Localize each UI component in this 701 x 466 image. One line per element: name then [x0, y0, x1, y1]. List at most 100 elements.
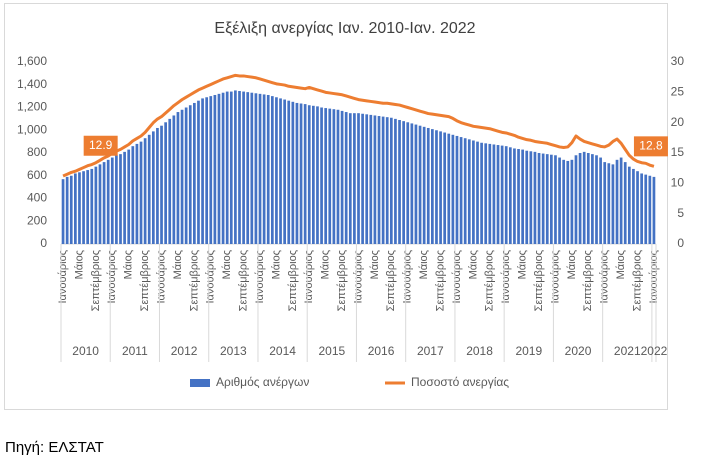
bar — [480, 142, 483, 244]
bar — [463, 138, 467, 244]
x-tick-label: Μάιος — [73, 250, 85, 279]
source: Πηγή: ΕΛΣΤΑΤ — [5, 439, 104, 456]
bar — [78, 172, 81, 244]
bar — [435, 130, 438, 244]
bar — [582, 151, 586, 244]
bar — [176, 112, 180, 244]
bar — [422, 126, 426, 244]
bar — [180, 109, 184, 245]
bar — [533, 151, 537, 244]
x-tick-label: Ιανουάριος — [648, 250, 660, 304]
x-tick-label: Μάιος — [418, 250, 430, 279]
y2-tick-label: 5 — [677, 206, 684, 220]
data-label-box — [83, 135, 118, 156]
x-tick-label: Σεπτέμβριος — [582, 250, 594, 311]
x-tick-label: Σεπτέμβριος — [90, 250, 102, 311]
x-tick-label: Μάιος — [172, 250, 184, 279]
bar — [160, 125, 163, 244]
y-tick-label: 800 — [27, 145, 47, 159]
bar — [324, 108, 328, 244]
bar — [295, 102, 299, 244]
bar — [143, 138, 147, 244]
bar — [82, 171, 85, 244]
year-label: 2012 — [171, 344, 198, 358]
bar — [86, 170, 90, 244]
bar — [250, 92, 254, 245]
x-tick-label: Μάιος — [615, 250, 627, 279]
bar — [357, 113, 360, 244]
bar — [164, 122, 167, 244]
bar — [201, 98, 204, 245]
bar — [484, 143, 488, 244]
year-label: 2010 — [72, 344, 99, 358]
x-tick-label: Ιανουάριος — [402, 250, 414, 304]
bar — [184, 107, 188, 244]
bar — [508, 147, 512, 244]
year-label: 2022 — [641, 344, 668, 358]
x-tick-label: Σεπτέμβριος — [631, 250, 643, 311]
bar — [385, 117, 389, 244]
x-tick-label: Σεπτέμβριος — [385, 250, 397, 311]
x-tick-label: Μάιος — [566, 250, 578, 279]
x-tick-label: Ιανουάριος — [155, 250, 167, 304]
bar — [603, 162, 607, 244]
year-label: 2020 — [565, 344, 592, 358]
bar — [525, 150, 529, 244]
bar — [209, 96, 213, 244]
bar — [291, 101, 295, 244]
bar — [554, 155, 557, 244]
x-tick-label: Ιανουάριος — [205, 250, 217, 304]
bar — [443, 132, 447, 244]
bar — [197, 100, 200, 244]
y2-tick-label: 25 — [671, 85, 685, 99]
y-tick-label: 1,000 — [17, 122, 47, 136]
bar — [270, 96, 274, 244]
bar — [353, 113, 356, 244]
bar — [373, 115, 377, 245]
y-tick-label: 0 — [40, 236, 47, 250]
bar — [332, 109, 336, 244]
x-tick-label: Ιανουάριος — [303, 250, 315, 304]
year-label: 2018 — [466, 344, 493, 358]
bar — [652, 176, 656, 244]
bar — [299, 103, 303, 244]
bar — [521, 149, 524, 244]
bar — [570, 159, 574, 244]
bar — [205, 97, 209, 244]
bar — [640, 173, 643, 244]
y-tick-label: 1,600 — [17, 54, 47, 68]
bar — [344, 112, 348, 244]
bar — [258, 93, 262, 244]
bar — [377, 116, 381, 244]
bar — [262, 94, 266, 244]
y2-tick-label: 15 — [671, 145, 685, 159]
bar — [365, 114, 369, 244]
y2-tick-label: 20 — [671, 115, 685, 129]
x-tick-label: Ιανουάριος — [106, 250, 118, 304]
bar — [340, 110, 344, 244]
x-tick-label: Σεπτέμβριος — [238, 250, 250, 311]
bar — [439, 131, 442, 244]
data-label: 12.9 — [89, 138, 113, 152]
data-label-box — [633, 136, 668, 157]
x-tick-label: Σεπτέμβριος — [139, 250, 151, 311]
bar — [406, 122, 410, 244]
y-tick-label: 400 — [27, 191, 47, 205]
bar — [94, 166, 98, 244]
bar — [283, 99, 286, 244]
bar — [389, 117, 393, 244]
bar — [467, 139, 471, 244]
year-label: 2015 — [318, 344, 345, 358]
x-tick-label: Σεπτέμβριος — [533, 250, 545, 311]
x-tick-label: Ιανουάριος — [549, 250, 561, 304]
bar — [632, 168, 635, 244]
year-label: 2011 — [122, 344, 148, 358]
bar — [394, 118, 397, 244]
x-tick-label: Μάιος — [123, 250, 135, 279]
bar — [574, 155, 578, 244]
bar — [566, 160, 570, 244]
bar — [500, 145, 504, 244]
bar — [65, 176, 69, 244]
bar — [537, 153, 541, 244]
bar — [636, 171, 639, 244]
